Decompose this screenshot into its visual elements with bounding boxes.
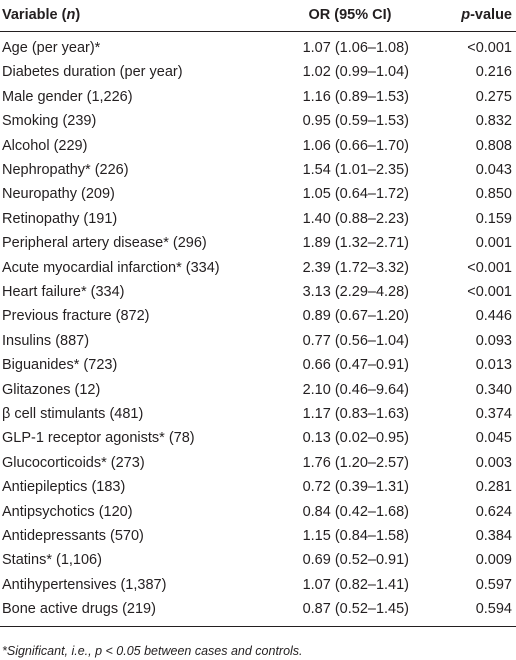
variable: Smoking (239) bbox=[2, 113, 97, 130]
odds-ratio: 2.39 (1.72–3.32) bbox=[302, 259, 409, 276]
p-value: 0.001 bbox=[475, 235, 512, 252]
odds-ratio: 1.07 (0.82–1.41) bbox=[302, 576, 409, 593]
bottom-rule bbox=[0, 626, 516, 627]
variable: Diabetes duration (per year) bbox=[2, 64, 183, 81]
variable: Glitazones (12) bbox=[2, 381, 101, 398]
p-value: <0.001 bbox=[467, 40, 512, 56]
odds-ratio: 1.89 (1.32–2.71) bbox=[302, 235, 409, 252]
variable: Antiepileptics (183) bbox=[2, 479, 126, 496]
p-value: 0.093 bbox=[475, 332, 512, 349]
variable: Insulins (887) bbox=[2, 332, 90, 349]
variable: Alcohol (229) bbox=[2, 137, 88, 154]
p-value: 0.340 bbox=[475, 381, 512, 398]
header-text: OR (95% CI) bbox=[308, 7, 392, 23]
variable: Biguanides* (723) bbox=[2, 357, 118, 374]
p-value: 0.384 bbox=[475, 528, 512, 544]
header-text: -value bbox=[470, 7, 512, 23]
odds-ratio: 1.16 (0.89–1.53) bbox=[302, 88, 409, 105]
variable: Antidepressants (570) bbox=[2, 528, 144, 544]
odds-ratio: 0.84 (0.42–1.68) bbox=[302, 503, 409, 520]
variable: Antihypertensives (1,387) bbox=[2, 576, 167, 593]
odds-ratio: 3.13 (2.29–4.28) bbox=[302, 284, 409, 300]
variable: Acute myocardial infarction* (334) bbox=[2, 259, 220, 276]
variable: β cell stimulants (481) bbox=[2, 406, 144, 422]
variable: Retinopathy (191) bbox=[2, 210, 118, 227]
odds-ratio: 0.77 (0.56–1.04) bbox=[302, 332, 409, 349]
p-value: 0.159 bbox=[475, 210, 512, 227]
variable: Bone active drugs (219) bbox=[2, 601, 156, 618]
odds-ratio: 1.06 (0.66–1.70) bbox=[302, 137, 409, 154]
variable: Antipsychotics (120) bbox=[2, 503, 133, 520]
odds-ratio: 1.54 (1.01–2.35) bbox=[302, 162, 409, 178]
variable: Nephropathy* (226) bbox=[2, 162, 129, 178]
odds-ratio: 0.95 (0.59–1.53) bbox=[302, 113, 409, 130]
p-value: 0.013 bbox=[475, 357, 512, 374]
odds-ratio: 1.40 (0.88–2.23) bbox=[302, 210, 409, 227]
p-value: 0.808 bbox=[475, 137, 512, 154]
odds-ratio: 2.10 (0.46–9.64) bbox=[302, 381, 409, 398]
header-cell: OR (95% CI) bbox=[290, 5, 410, 25]
odds-ratio: 1.76 (1.20–2.57) bbox=[302, 454, 409, 471]
p-value: 0.374 bbox=[475, 406, 512, 422]
odds-ratio: 1.07 (1.06–1.08) bbox=[302, 40, 409, 56]
odds-ratio: 0.69 (0.52–0.91) bbox=[302, 552, 409, 569]
header-cell: p-value bbox=[461, 5, 512, 25]
p-value: 0.216 bbox=[475, 64, 512, 81]
p-value: <0.001 bbox=[467, 284, 512, 300]
odds-ratio: 1.05 (0.64–1.72) bbox=[302, 186, 409, 203]
header-rule bbox=[0, 31, 516, 32]
variable: Male gender (1,226) bbox=[2, 88, 133, 105]
p-value: <0.001 bbox=[467, 259, 512, 276]
p-value: 0.832 bbox=[475, 113, 512, 130]
odds-ratio: 0.89 (0.67–1.20) bbox=[302, 308, 409, 325]
p-value: 0.594 bbox=[475, 601, 512, 618]
p-value: 0.275 bbox=[475, 88, 512, 105]
variable: Age (per year)* bbox=[2, 40, 101, 56]
odds-ratio: 0.87 (0.52–1.45) bbox=[302, 601, 409, 618]
p-value: 0.009 bbox=[475, 552, 512, 569]
p-value: 0.045 bbox=[475, 430, 512, 447]
p-value: 0.003 bbox=[475, 454, 512, 471]
variable: Neuropathy (209) bbox=[2, 186, 115, 203]
header-text: n bbox=[66, 7, 76, 23]
p-value: 0.597 bbox=[475, 576, 512, 593]
odds-ratio: 0.66 (0.47–0.91) bbox=[302, 357, 409, 374]
variable: Peripheral artery disease* (296) bbox=[2, 235, 207, 252]
p-value: 0.624 bbox=[475, 503, 512, 520]
variable: Glucocorticoids* (273) bbox=[2, 454, 145, 471]
variable: Heart failure* (334) bbox=[2, 284, 125, 300]
odds-ratio: 0.72 (0.39–1.31) bbox=[302, 479, 409, 496]
header-cell: Variable (n) bbox=[2, 5, 80, 25]
footnote: *Significant, i.e., p < 0.05 between cas… bbox=[2, 644, 303, 658]
variable: Previous fracture (872) bbox=[2, 308, 150, 325]
p-value: 0.850 bbox=[475, 186, 512, 203]
odds-ratio: 1.15 (0.84–1.58) bbox=[302, 528, 409, 544]
p-value: 0.043 bbox=[475, 162, 512, 178]
variable: GLP-1 receptor agonists* (78) bbox=[2, 430, 195, 447]
header-text: ) bbox=[75, 7, 81, 23]
variable: Statins* (1,106) bbox=[2, 552, 102, 569]
odds-ratio: 0.13 (0.02–0.95) bbox=[302, 430, 409, 447]
odds-ratio: 1.02 (0.99–1.04) bbox=[302, 64, 409, 81]
p-value: 0.281 bbox=[475, 479, 512, 496]
odds-ratio: 1.17 (0.83–1.63) bbox=[302, 406, 409, 422]
header-text: p bbox=[461, 7, 471, 23]
header-text: Variable ( bbox=[2, 7, 67, 23]
p-value: 0.446 bbox=[475, 308, 512, 325]
